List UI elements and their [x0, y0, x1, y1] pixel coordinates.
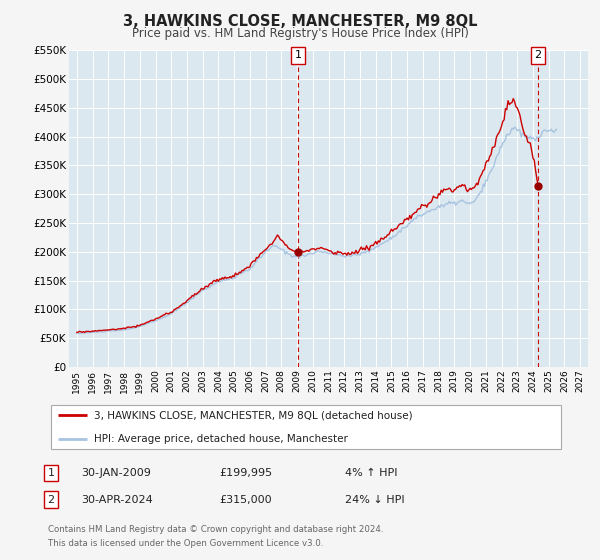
FancyBboxPatch shape — [50, 405, 562, 449]
Text: £315,000: £315,000 — [219, 494, 272, 505]
Text: Price paid vs. HM Land Registry's House Price Index (HPI): Price paid vs. HM Land Registry's House … — [131, 27, 469, 40]
Text: 4% ↑ HPI: 4% ↑ HPI — [345, 468, 398, 478]
Text: This data is licensed under the Open Government Licence v3.0.: This data is licensed under the Open Gov… — [48, 539, 323, 548]
Text: £199,995: £199,995 — [219, 468, 272, 478]
Text: 3, HAWKINS CLOSE, MANCHESTER, M9 8QL: 3, HAWKINS CLOSE, MANCHESTER, M9 8QL — [123, 14, 477, 29]
Text: 2: 2 — [535, 50, 542, 60]
Text: 1: 1 — [47, 468, 55, 478]
Text: Contains HM Land Registry data © Crown copyright and database right 2024.: Contains HM Land Registry data © Crown c… — [48, 525, 383, 534]
Text: HPI: Average price, detached house, Manchester: HPI: Average price, detached house, Manc… — [94, 434, 349, 444]
Text: 24% ↓ HPI: 24% ↓ HPI — [345, 494, 404, 505]
Text: 30-APR-2024: 30-APR-2024 — [81, 494, 153, 505]
Text: 1: 1 — [295, 50, 302, 60]
Text: 3, HAWKINS CLOSE, MANCHESTER, M9 8QL (detached house): 3, HAWKINS CLOSE, MANCHESTER, M9 8QL (de… — [94, 410, 413, 420]
Text: 2: 2 — [47, 494, 55, 505]
Text: 30-JAN-2009: 30-JAN-2009 — [81, 468, 151, 478]
